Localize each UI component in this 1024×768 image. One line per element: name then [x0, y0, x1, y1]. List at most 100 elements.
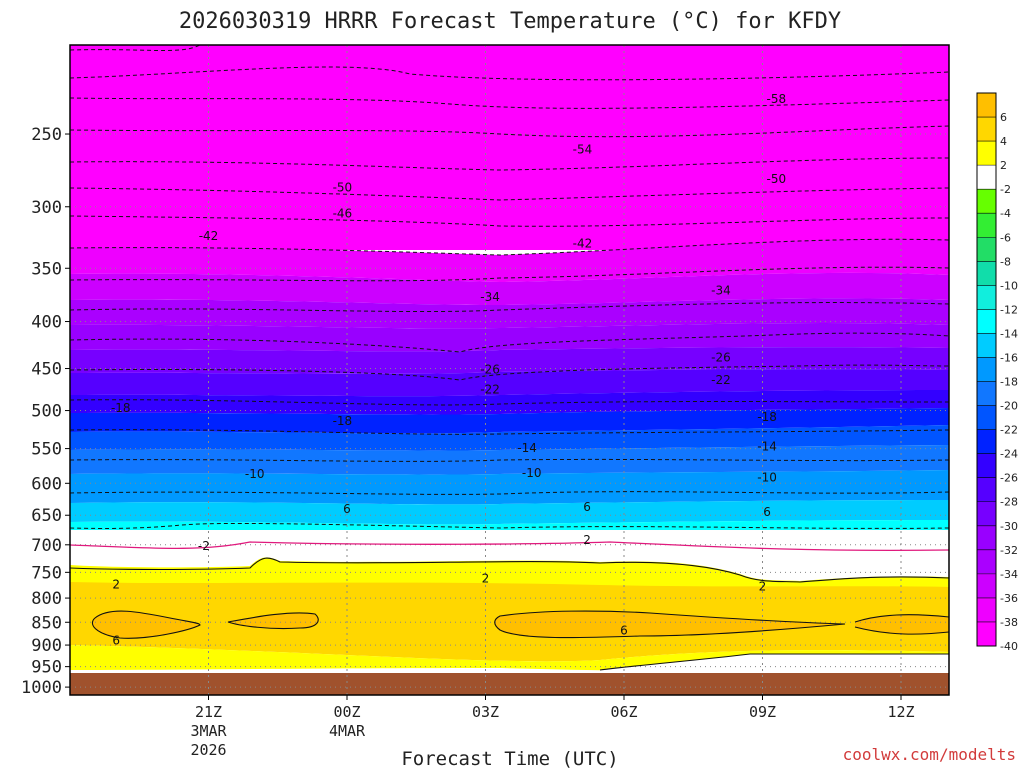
colorbar-swatch — [977, 333, 996, 358]
colorbar-label: -18 — [1000, 376, 1018, 389]
contour-6 — [70, 491, 949, 495]
contour-label: -26 — [711, 351, 731, 365]
contour-label: -10 — [522, 466, 542, 480]
colorbar-label: -26 — [1000, 472, 1018, 485]
x-tick-date: 4MAR — [329, 722, 366, 740]
freezing-line — [70, 541, 949, 552]
colorbar-label: -14 — [1000, 327, 1018, 340]
contour-26 — [70, 332, 949, 353]
x-tick-year: 2026 — [190, 741, 226, 759]
contour-label: -50 — [767, 172, 787, 186]
colorbar-label: -20 — [1000, 400, 1018, 413]
y-tick-label: 450 — [31, 360, 62, 380]
contour-label: -18 — [757, 410, 777, 424]
band-38 — [70, 239, 949, 282]
colorbar-swatch — [977, 549, 996, 574]
contour-label: 6 — [763, 505, 771, 519]
contour-label: -22 — [480, 382, 500, 396]
contour-2-solid — [70, 557, 949, 583]
x-axis-label: Forecast Time (UTC) — [401, 748, 618, 768]
contour-label: -22 — [711, 373, 731, 387]
colorbar-swatch — [977, 309, 996, 334]
contour-6-pocket-2 — [227, 612, 319, 630]
y-tick-label: 900 — [31, 636, 62, 656]
contour-label: 6 — [112, 634, 120, 648]
contour-label: -42 — [199, 229, 219, 243]
contour-label: 2 — [112, 577, 120, 591]
x-tick-label: 09Z — [749, 703, 776, 721]
y-tick-label: 550 — [31, 440, 62, 460]
y-tick-label: 800 — [31, 589, 62, 609]
colorbar-swatch — [977, 405, 996, 430]
y-tick-label: 400 — [31, 313, 62, 333]
colorbar-label: -6 — [1000, 231, 1011, 244]
temperature-field — [70, 45, 949, 695]
band-32 — [70, 323, 949, 352]
colorbar-swatch — [977, 213, 996, 238]
contour-50 — [70, 157, 949, 171]
x-tick-date: 3MAR — [190, 722, 227, 740]
x-tick-label: 12Z — [887, 703, 914, 721]
colorbar-label: -36 — [1000, 592, 1018, 605]
x-tick-label: 21Z — [195, 703, 222, 721]
colorbar-swatch — [977, 117, 996, 142]
y-tick-label: 650 — [31, 506, 62, 526]
colorbar-label: -22 — [1000, 424, 1018, 437]
x-tick-label: 03Z — [472, 703, 499, 721]
colorbar-swatch — [977, 597, 996, 622]
contour-label: 6 — [620, 624, 628, 638]
x-tick-label: 00Z — [333, 703, 360, 721]
contour-64 — [70, 45, 201, 52]
credit-link[interactable]: coolwx.com/modelts — [843, 745, 1016, 764]
band-34 — [70, 298, 949, 329]
y-tick-label: 850 — [31, 613, 62, 633]
contour-label: -54 — [573, 143, 593, 157]
contour-58 — [70, 97, 949, 109]
contour-2-upper — [70, 522, 949, 529]
band-20 — [70, 445, 949, 475]
band-28 — [70, 369, 949, 397]
contour-labels: -58-54-50-50-46-42-42-34 -34-26-26-22-22-… — [111, 92, 786, 648]
colorbar-label: -2 — [1000, 183, 1011, 196]
colorbar-label: 2 — [1000, 159, 1007, 172]
contour-label: 6 — [343, 502, 351, 516]
colorbar-label: -34 — [1000, 568, 1018, 581]
band-16 — [70, 500, 949, 525]
colorbar-label: -12 — [1000, 303, 1018, 316]
colorbar-swatch — [977, 477, 996, 502]
colorbar-swatch — [977, 429, 996, 454]
colorbar-swatch — [977, 501, 996, 526]
colorbar-swatch — [977, 141, 996, 166]
colorbar-label: -8 — [1000, 255, 1011, 268]
colorbar-label: -40 — [1000, 640, 1018, 653]
colorbar-label: -28 — [1000, 496, 1018, 509]
colorbar-label: -30 — [1000, 520, 1018, 533]
y-tick-label: 600 — [31, 474, 62, 494]
colorbar-label: -16 — [1000, 351, 1018, 364]
contour-label: -46 — [333, 206, 353, 220]
warm-pocket-4 — [855, 614, 949, 635]
colorbar-label: -10 — [1000, 279, 1018, 292]
y-tick-label: 700 — [31, 536, 62, 556]
contour-lines — [70, 45, 949, 529]
y-tick-label: 300 — [31, 198, 62, 218]
contour-label: -34 — [711, 283, 731, 297]
colorbar-swatch — [977, 621, 996, 646]
colorbar-swatch — [977, 453, 996, 478]
contour-38 — [70, 238, 949, 256]
contour-label: -14 — [757, 439, 777, 453]
colorbar-swatch — [977, 573, 996, 598]
contour-label: 2 — [583, 533, 591, 547]
contour-42 — [70, 215, 949, 227]
band-26 — [70, 390, 949, 415]
y-axis: 250 300 350 400 450 500 550 600 650 700 750 800 850 9… — [21, 125, 70, 698]
band-22 — [70, 425, 949, 451]
colorbar-swatch — [977, 285, 996, 310]
colorbar-swatch — [977, 261, 996, 286]
band-36 — [70, 272, 949, 305]
band-24 — [70, 408, 949, 434]
warm-pocket-1 — [92, 611, 200, 639]
band-lt-40 — [70, 45, 949, 250]
